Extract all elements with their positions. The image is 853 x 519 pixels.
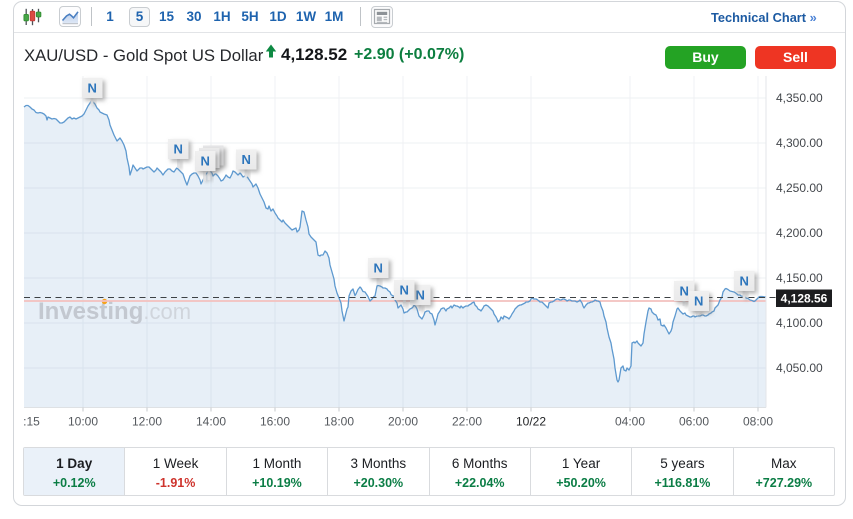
svg-text:N: N (416, 288, 425, 303)
svg-text:N: N (740, 274, 749, 289)
svg-text:18:00: 18:00 (324, 415, 354, 429)
svg-text:4,050.00: 4,050.00 (776, 361, 823, 375)
svg-text:N: N (374, 261, 383, 276)
svg-text:4,350.00: 4,350.00 (776, 91, 823, 105)
svg-text:4,250.00: 4,250.00 (776, 181, 823, 195)
svg-text:N: N (242, 152, 251, 167)
svg-text:16:00: 16:00 (260, 415, 290, 429)
svg-text:Investing.com: Investing.com (38, 298, 191, 325)
svg-text:N: N (694, 294, 703, 309)
svg-text:N: N (88, 81, 97, 96)
svg-text:08:00: 08:00 (743, 415, 773, 429)
svg-text:14:00: 14:00 (196, 415, 226, 429)
svg-text:N: N (680, 284, 689, 299)
svg-text:12:00: 12:00 (132, 415, 162, 429)
svg-text:N: N (201, 154, 210, 169)
svg-text:06:00: 06:00 (679, 415, 709, 429)
svg-text:04:00: 04:00 (615, 415, 645, 429)
svg-text:4,128.56: 4,128.56 (781, 292, 828, 306)
svg-text:4,200.00: 4,200.00 (776, 226, 823, 240)
svg-text:10:00: 10:00 (68, 415, 98, 429)
svg-text:4,100.00: 4,100.00 (776, 316, 823, 330)
svg-text:10/22: 10/22 (516, 415, 546, 429)
svg-text:4,150.00: 4,150.00 (776, 271, 823, 285)
svg-text::15: :15 (23, 415, 40, 429)
svg-text:22:00: 22:00 (452, 415, 482, 429)
svg-text:20:00: 20:00 (388, 415, 418, 429)
svg-text:N: N (400, 283, 409, 298)
svg-text:4,300.00: 4,300.00 (776, 136, 823, 150)
svg-text:N: N (174, 142, 183, 157)
